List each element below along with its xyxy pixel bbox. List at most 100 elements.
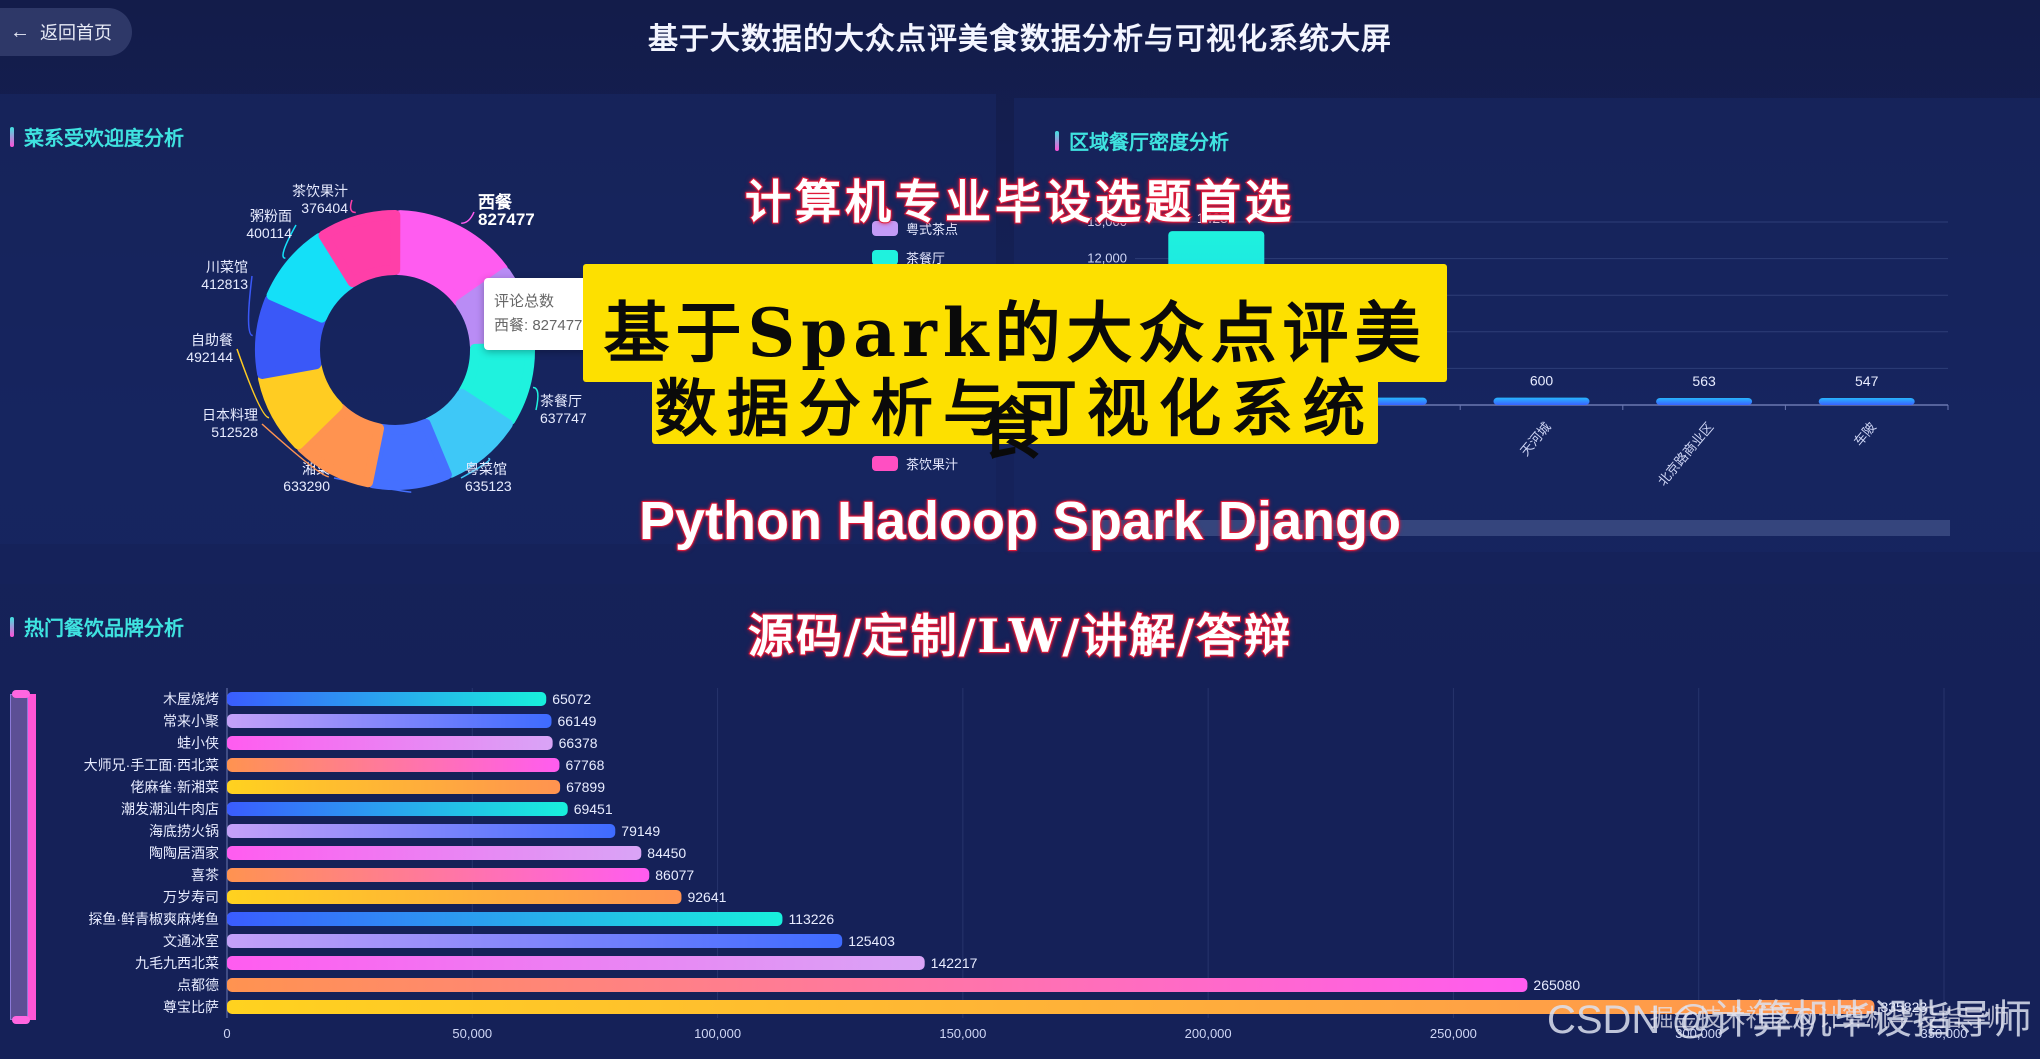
brand-bar[interactable] [227, 802, 568, 816]
x-tick-label: 250,000 [1430, 1026, 1477, 1041]
region-panel-title-text: 区域餐厅密度分析 [1069, 132, 1229, 154]
promo-banner-bg [583, 264, 1447, 382]
brand-label: 尊宝比萨 [163, 999, 219, 1015]
brand-bar[interactable] [227, 714, 552, 728]
brand-value-label: 92641 [687, 889, 726, 905]
slice-value: 635123 [465, 478, 512, 494]
slider-handle-bottom[interactable] [12, 1016, 30, 1024]
label-leader-line [247, 275, 254, 337]
brand-bar[interactable] [227, 780, 561, 794]
bar-value-label: 14252 [1197, 210, 1236, 226]
brand-label: 探鱼·鲜青椒爽麻烤鱼 [88, 911, 219, 927]
slice-value: 633290 [283, 478, 330, 494]
x-tick-label: 0 [223, 1026, 230, 1041]
slice-value: 827477 [478, 210, 535, 229]
slice-label: 粤菜馆 [465, 461, 507, 477]
label-leader-line [282, 224, 297, 259]
brand-label: 蛙小侠 [177, 735, 219, 751]
legend-swatch [872, 250, 898, 265]
slice-label: 茶餐厅 [540, 393, 582, 409]
x-tick-label: 150,000 [939, 1026, 986, 1041]
slider-edge [28, 694, 36, 1020]
brand-panel-title: 热门餐饮品牌分析 [10, 612, 184, 641]
legend-item[interactable]: 粤式茶点 [872, 219, 958, 238]
legend-item[interactable]: 茶餐厅 [872, 248, 945, 267]
x-tick-label: 200,000 [1185, 1026, 1232, 1041]
cuisine-donut-chart[interactable]: 西餐827477茶餐厅637747粤菜馆635123湘菜633290日本料理51… [0, 0, 1000, 560]
promo-services: 源码/定制/LW/讲解/答辩 [747, 608, 1293, 664]
slice-label: 粥粉面 [250, 208, 292, 224]
slider-handle-top[interactable] [12, 690, 30, 698]
slice-value: 512528 [211, 424, 258, 440]
brand-bar[interactable] [227, 1000, 1875, 1014]
region-bar[interactable] [1818, 398, 1915, 405]
brand-label: 大师兄·手工面·西北菜 [84, 757, 219, 773]
brand-label: 木屋烧烤 [163, 691, 219, 707]
brand-label: 佬麻雀·新湘菜 [130, 779, 219, 795]
region-bar[interactable] [1493, 397, 1590, 405]
brand-value-label: 265080 [1533, 977, 1580, 993]
region-chart-scrollbar[interactable] [1082, 520, 1950, 536]
slice-value: 492144 [186, 349, 233, 365]
brand-bar[interactable] [227, 736, 553, 750]
brand-value-label: 67768 [565, 757, 604, 773]
brand-bar[interactable] [227, 890, 682, 904]
region-bar[interactable] [1656, 398, 1753, 405]
brand-bar[interactable] [227, 934, 843, 948]
slice-label: 茶饮果汁 [292, 183, 348, 199]
promo-banner-bg [652, 370, 1378, 444]
promo-headline-2: 数据分析与可视化系统 [654, 372, 1375, 445]
label-leader-line [461, 211, 475, 225]
brand-bar[interactable] [227, 956, 925, 970]
slice-value: 637747 [540, 410, 587, 426]
brand-value-label: 335823 [1880, 999, 1927, 1015]
donut-slice[interactable] [318, 209, 401, 288]
arrow-left-icon: ← [10, 20, 30, 43]
brand-label: 点都德 [177, 977, 219, 993]
brand-label: 喜茶 [191, 867, 219, 883]
x-tick-label: 300,000 [1675, 1026, 1722, 1041]
brand-label: 常来小聚 [163, 713, 219, 729]
brand-bar[interactable] [227, 846, 642, 860]
brand-bar[interactable] [227, 824, 616, 838]
legend-swatch [872, 456, 898, 471]
slice-value: 376404 [301, 200, 348, 216]
brand-value-label: 84450 [647, 845, 686, 861]
cuisine-panel-title-text: 菜系受欢迎度分析 [24, 128, 184, 150]
bar-value-label: 600 [1530, 373, 1554, 389]
y-tick-label: 15,000 [1087, 214, 1127, 229]
brand-value-label: 67899 [566, 779, 605, 795]
tooltip-title: 评论总数 [494, 293, 555, 310]
brand-label: 陶陶居酒家 [149, 845, 219, 861]
brand-value-label: 142217 [931, 955, 978, 971]
brand-value-label: 69451 [574, 801, 613, 817]
legend-item[interactable]: 茶饮果汁 [872, 454, 958, 473]
y-tick-label: 12,000 [1087, 251, 1127, 266]
brand-label: 海底捞火锅 [149, 823, 219, 839]
brand-panel-title-text: 热门餐饮品牌分析 [24, 618, 184, 640]
brand-datazoom-slider[interactable] [10, 690, 40, 1024]
label-leader-line [460, 457, 491, 479]
label-leader-line [532, 386, 539, 411]
promo-tech-stack: Python Hadoop Spark Django [638, 490, 1402, 552]
back-home-button[interactable]: ← 返回首页 [0, 8, 132, 56]
slider-track[interactable] [10, 694, 28, 1020]
brand-bar[interactable] [227, 978, 1528, 992]
cuisine-panel-title: 菜系受欢迎度分析 [10, 122, 184, 151]
brand-value-label: 66149 [558, 713, 597, 729]
legend-label: 粤式茶点 [906, 222, 959, 237]
brand-bar[interactable] [227, 692, 547, 706]
brand-bar[interactable] [227, 912, 783, 926]
brand-value-label: 65072 [552, 691, 591, 707]
slice-label: 自助餐 [191, 332, 233, 348]
brand-bar[interactable] [227, 758, 560, 772]
brand-value-label: 66378 [559, 735, 598, 751]
title-accent-bar [1055, 130, 1059, 151]
back-home-label: 返回首页 [40, 23, 112, 43]
bar-value-label: 547 [1855, 373, 1879, 389]
brand-label: 万岁寿司 [163, 889, 219, 905]
brand-label: 文通冰室 [163, 933, 219, 949]
brand-bar[interactable] [227, 868, 650, 882]
